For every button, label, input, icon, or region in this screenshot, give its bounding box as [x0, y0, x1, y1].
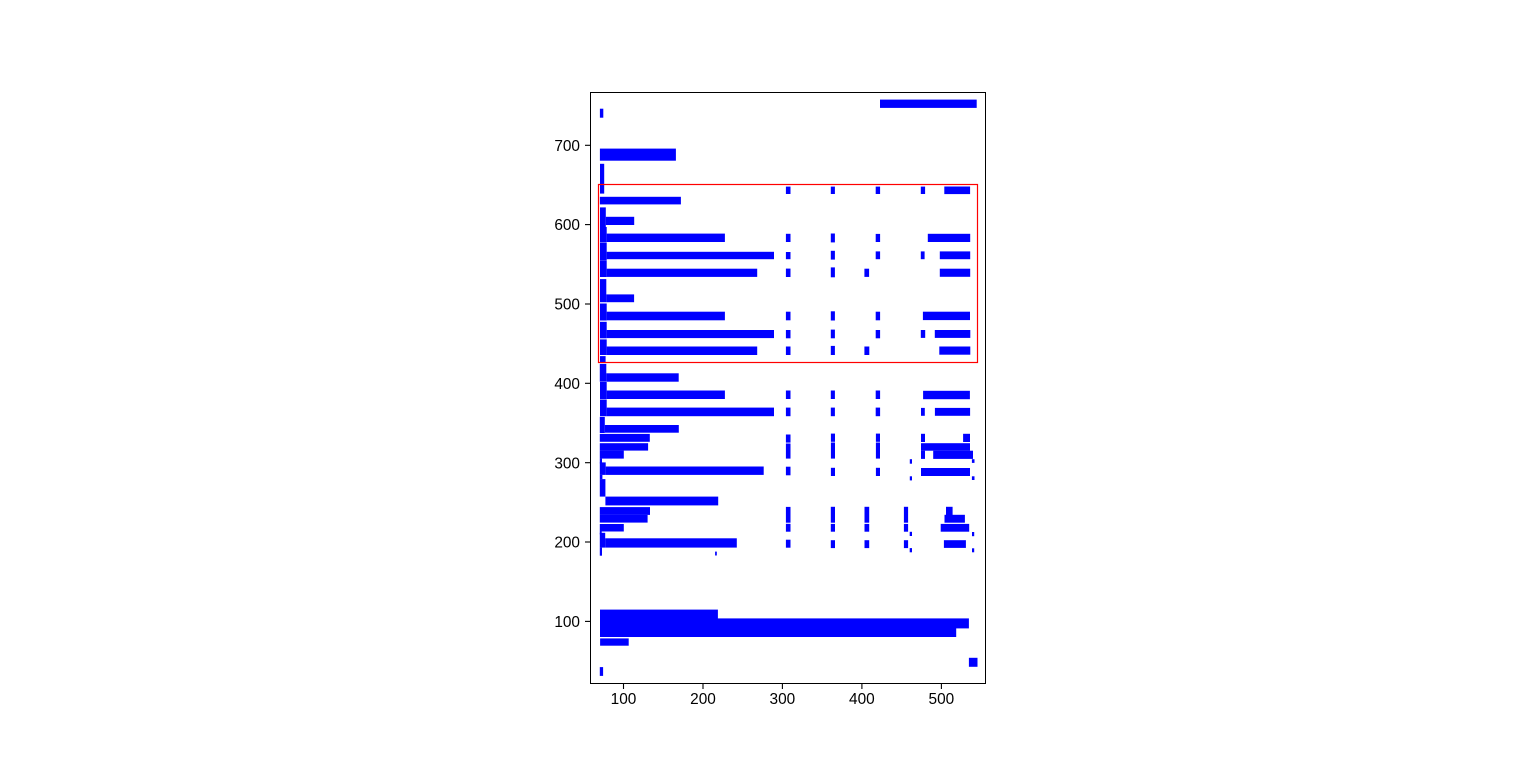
svg-text:500: 500: [554, 297, 580, 314]
svg-text:400: 400: [554, 376, 580, 393]
svg-text:500: 500: [929, 691, 955, 708]
svg-text:200: 200: [554, 535, 580, 552]
svg-text:600: 600: [554, 217, 580, 234]
svg-text:300: 300: [770, 691, 796, 708]
svg-text:700: 700: [554, 138, 580, 155]
svg-text:100: 100: [554, 614, 580, 631]
svg-text:100: 100: [611, 691, 637, 708]
svg-text:200: 200: [690, 691, 716, 708]
svg-text:300: 300: [554, 455, 580, 472]
svg-text:400: 400: [849, 691, 875, 708]
